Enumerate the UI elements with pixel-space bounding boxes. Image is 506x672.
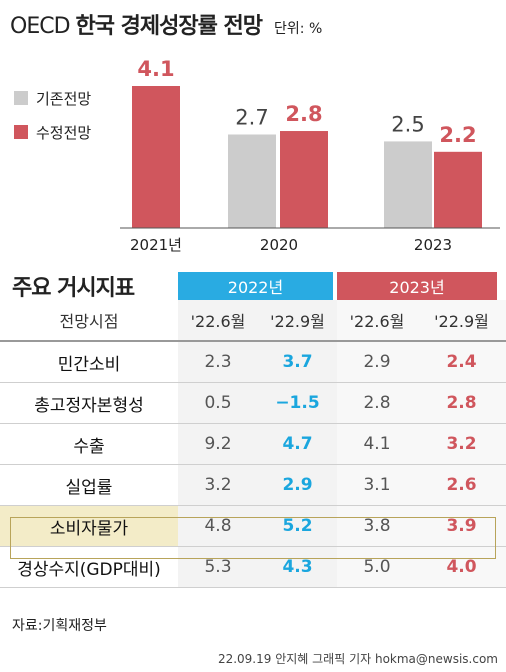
- table-cell: 2.9: [258, 464, 337, 506]
- legend-label-prior: 기존전망: [36, 89, 92, 108]
- credit-line: 22.09.19 안지혜 그래픽 기자 hokma@newsis.com: [217, 652, 498, 666]
- category-label: 2020: [260, 236, 298, 254]
- table-cell: 2.3: [178, 341, 258, 383]
- table-cell: 3.9: [417, 505, 506, 547]
- bar-revised: [132, 86, 180, 228]
- bar-chart: 4.1 2021년 2.7 2.8 2020 2.5 2.2 2023: [120, 57, 500, 254]
- data-label: 2.2: [439, 123, 476, 147]
- table-cell: 0.5: [178, 382, 258, 424]
- table-row: 소비자물가 4.8 5.2 3.8 3.9: [0, 505, 506, 547]
- subheader-row: 전망시점 '22.6월 '22.9월 '22.6월 '22.9월: [0, 300, 506, 342]
- table-row: 실업률 3.2 2.9 3.1 2.6: [0, 464, 506, 506]
- row-label: 수출: [0, 423, 178, 465]
- table-cell: 3.7: [258, 341, 337, 383]
- legend-swatch-revised: [14, 125, 28, 139]
- indicators-table: 전망시점 '22.6월 '22.9월 '22.6월 '22.9월 민간소비 2.3 3.7 2.…: [0, 300, 506, 588]
- table-cell: 5.0: [337, 546, 417, 588]
- table-cell: 4.0: [417, 546, 506, 588]
- subheader-cell: '22.9월: [417, 300, 506, 342]
- subheader-cell: '22.6월: [178, 300, 258, 342]
- unit-label: 단위: %: [274, 21, 323, 37]
- legend-swatch-prior: [14, 91, 28, 105]
- bar-prior: [228, 134, 276, 228]
- subheader-cell: '22.9월: [258, 300, 337, 342]
- title-main: 한국 경제성장률 전망: [75, 14, 263, 39]
- row-label: 실업률: [0, 464, 178, 506]
- data-label: 2.7: [235, 105, 268, 129]
- table-cell: 2.9: [337, 341, 417, 383]
- table-cell: 4.3: [258, 546, 337, 588]
- table-cell: −1.5: [258, 382, 337, 424]
- data-label: 2.5: [391, 112, 424, 136]
- source-note: 자료:기획재정부: [12, 618, 107, 634]
- row-label: 소비자물가: [0, 505, 178, 547]
- legend-item-revised: 수정전망: [14, 120, 91, 144]
- table-cell: 3.1: [337, 464, 417, 506]
- bar-revised: [434, 151, 482, 228]
- legend-item-prior: 기존전망: [14, 86, 91, 110]
- legend-label-revised: 수정전망: [36, 123, 92, 142]
- year-header-2022: 2022년: [178, 272, 333, 300]
- table-cell: 2.6: [417, 464, 506, 506]
- table-row: 수출 9.2 4.7 4.1 3.2: [0, 423, 506, 465]
- category-label: 2021년: [130, 236, 182, 254]
- table-cell: 2.4: [417, 341, 506, 383]
- table-cell: 5.3: [178, 546, 258, 588]
- category-label: 2023: [414, 236, 452, 254]
- year-header-2023: 2023년: [337, 272, 497, 300]
- table-cell: 2.8: [417, 382, 506, 424]
- data-label: 4.1: [137, 57, 174, 81]
- table-cell: 4.1: [337, 423, 417, 465]
- row-label: 총고정자본형성: [0, 382, 178, 424]
- table-row: 민간소비 2.3 3.7 2.9 2.4: [0, 341, 506, 383]
- table-cell: 3.8: [337, 505, 417, 547]
- data-label: 2.8: [285, 102, 322, 126]
- bar-revised: [280, 131, 328, 228]
- chart-title: OECD 한국 경제성장률 전망 단위: %: [10, 8, 322, 40]
- table-cell: 3.2: [178, 464, 258, 506]
- legend: 기존전망 수정전망: [14, 86, 91, 154]
- table-row: 총고정자본형성 0.5 −1.5 2.8 2.8: [0, 382, 506, 424]
- section-title: 주요 거시지표: [12, 276, 135, 301]
- table-cell: 3.2: [417, 423, 506, 465]
- table-cell: 4.8: [178, 505, 258, 547]
- table-row: 경상수지(GDP대비) 5.3 4.3 5.0 4.0: [0, 546, 506, 588]
- title-prefix: OECD: [10, 14, 71, 39]
- row-label: 민간소비: [0, 341, 178, 383]
- table-cell: 4.7: [258, 423, 337, 465]
- subheader-label: 전망시점: [0, 300, 178, 342]
- table-cell: 5.2: [258, 505, 337, 547]
- subheader-cell: '22.6월: [337, 300, 417, 342]
- bar-prior: [384, 141, 432, 228]
- table-cell: 2.8: [337, 382, 417, 424]
- row-label: 경상수지(GDP대비): [0, 546, 178, 588]
- table-cell: 9.2: [178, 423, 258, 465]
